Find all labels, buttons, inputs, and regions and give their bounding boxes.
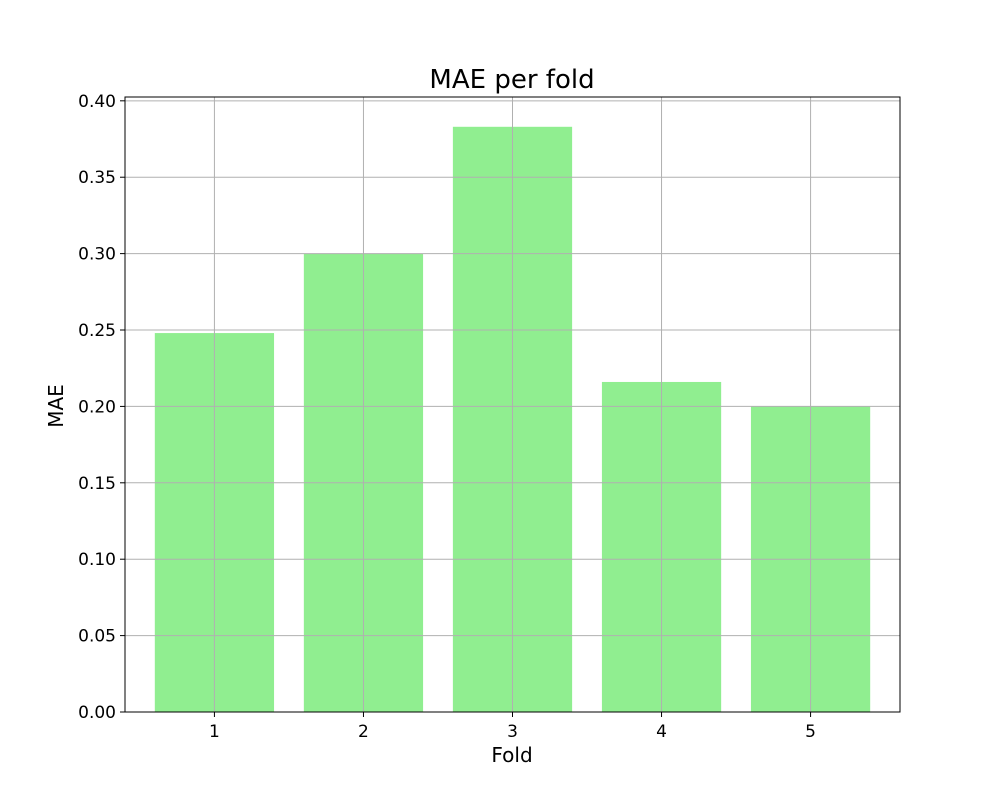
- y-tick-label: 0.10: [78, 550, 116, 570]
- y-tick-label: 0.05: [78, 627, 116, 647]
- x-tick-label: 3: [507, 722, 518, 742]
- x-tick-label: 2: [358, 722, 369, 742]
- y-tick-label: 0.15: [78, 474, 116, 494]
- plot-frame: [124, 96, 901, 713]
- x-tick-label: 5: [805, 722, 816, 742]
- x-tick-label: 1: [209, 722, 220, 742]
- y-tick-label: 0.00: [78, 703, 116, 723]
- y-tick-label: 0.25: [78, 321, 116, 341]
- ticks: 0.00 0.05 0.10 0.15 0.20 0.25 0.30 0.35 0.40 1 2 3 4…: [78, 92, 816, 742]
- y-tick-label: 0.35: [78, 168, 116, 188]
- y-axis-label: MAE: [44, 384, 68, 428]
- y-tick-label: 0.40: [78, 92, 116, 112]
- x-tick-label: 4: [656, 722, 667, 742]
- x-axis-label: Fold: [491, 743, 532, 767]
- chart-title: MAE per fold: [429, 65, 594, 95]
- y-tick-label: 0.30: [78, 245, 116, 265]
- y-tick-label: 0.20: [78, 397, 116, 417]
